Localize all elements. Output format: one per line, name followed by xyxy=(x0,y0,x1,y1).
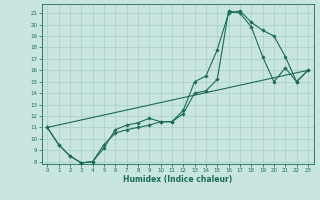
X-axis label: Humidex (Indice chaleur): Humidex (Indice chaleur) xyxy=(123,175,232,184)
